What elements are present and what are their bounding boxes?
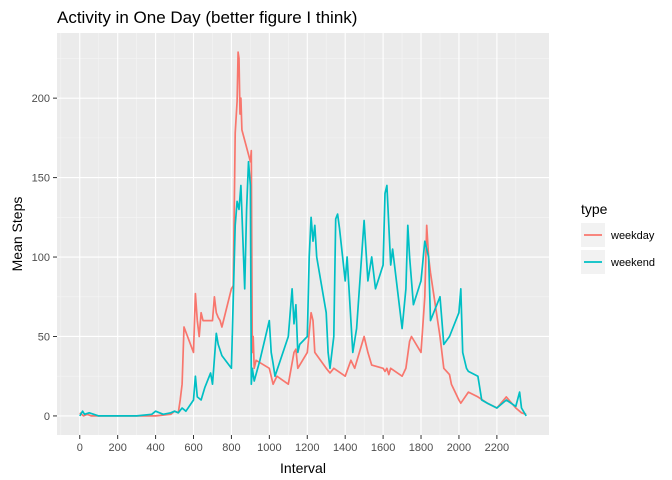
y-axis-title: Mean Steps: [9, 197, 25, 272]
x-tick-label: 2200: [485, 442, 509, 454]
x-tick-label: 1600: [371, 442, 395, 454]
series-layer: [79, 51, 527, 417]
legend: type weekday weekend: [581, 201, 655, 274]
x-tick-label: 2000: [447, 442, 471, 454]
legend-label-weekday: weekday: [610, 230, 655, 242]
x-axis-title: Interval: [280, 460, 326, 476]
y-tick-label: 150: [32, 173, 50, 185]
y-tick-label: 100: [32, 252, 50, 264]
x-tick-label: 200: [108, 442, 126, 454]
y-tick-label: 0: [44, 411, 50, 423]
major-gridlines: [57, 33, 549, 435]
x-tick-label: 1200: [295, 442, 319, 454]
legend-title: type: [581, 201, 608, 217]
minor-gridlines: [57, 33, 549, 435]
x-tick-label: 1400: [333, 442, 357, 454]
x-tick-label: 400: [146, 442, 164, 454]
x-axis: 0 200 400 600 800 1000 1200 1400 1600 1800 2000 220…: [77, 435, 509, 454]
x-tick-label: 0: [77, 442, 83, 454]
x-tick-label: 600: [184, 442, 202, 454]
series-line-weekend: [79, 160, 527, 417]
x-tick-label: 1800: [409, 442, 433, 454]
legend-label-weekend: weekend: [610, 257, 655, 269]
x-tick-label: 800: [222, 442, 240, 454]
x-tick-label: 1000: [257, 442, 281, 454]
y-axis: 0 50 100 150 200: [32, 93, 57, 423]
chart-title: Activity in One Day (better figure I thi…: [57, 8, 357, 27]
y-tick-label: 50: [38, 331, 50, 343]
y-tick-label: 200: [32, 93, 50, 105]
